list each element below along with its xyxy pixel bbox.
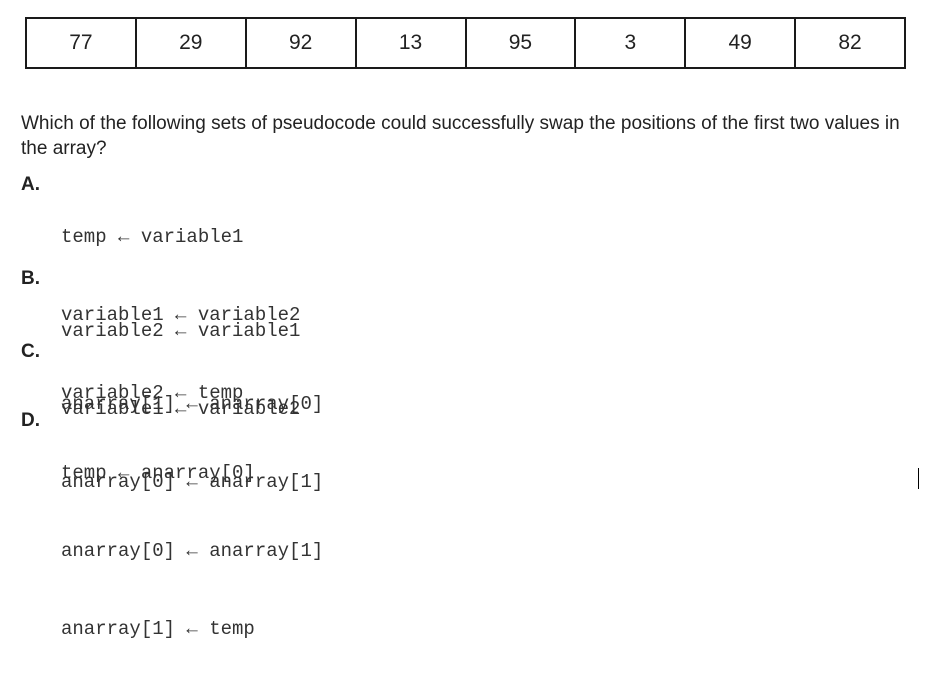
code-line: anarray[0] ← anarray[1]	[61, 471, 324, 493]
pseudocode-block: temp ← variable1 variable1 ← variable2 v…	[61, 172, 300, 458]
code-line: temp ← variable1	[61, 226, 244, 248]
pseudocode-block: temp ← anarray[0] anarray[0] ← anarray[1…	[61, 408, 323, 694]
text-cursor	[918, 468, 919, 489]
option-letter: D.	[21, 410, 40, 431]
question-text: Which of the following sets of pseudocod…	[21, 113, 900, 159]
array-cell: 82	[794, 17, 906, 69]
array-cell: 95	[464, 17, 577, 69]
option-letter: C.	[21, 341, 40, 362]
option-letter: B.	[21, 268, 40, 289]
array-cell: 3	[574, 17, 687, 69]
pseudocode-block: variable2 ← variable1 variable1 ← variab…	[61, 266, 300, 474]
code-line: variable1 ← variable2	[61, 304, 301, 326]
code-line: anarray[1] ← temp	[61, 618, 255, 640]
array-cell: 77	[25, 17, 137, 69]
code-line: anarray[0] ← anarray[1]	[61, 540, 324, 562]
array-cell: 49	[684, 17, 797, 69]
code-line: anarray[1] ← anarray[0]	[61, 393, 324, 415]
code-line: variable2 ← variable1	[61, 320, 301, 342]
option-letter: A.	[21, 174, 40, 195]
pseudocode-block: anarray[1] ← anarray[0] anarray[0] ← ana…	[61, 339, 323, 547]
array-row: 77 29 92 13 95 3 49 82	[25, 17, 906, 69]
code-line: variable1 ← variable2	[61, 398, 301, 420]
code-line: temp ← anarray[0]	[61, 462, 255, 484]
array-table: 77 29 92 13 95 3 49 82	[25, 17, 906, 69]
code-line: variable2 ← temp	[61, 382, 244, 404]
array-cell: 13	[354, 17, 467, 69]
array-cell: 92	[244, 17, 357, 69]
array-cell: 29	[134, 17, 247, 69]
